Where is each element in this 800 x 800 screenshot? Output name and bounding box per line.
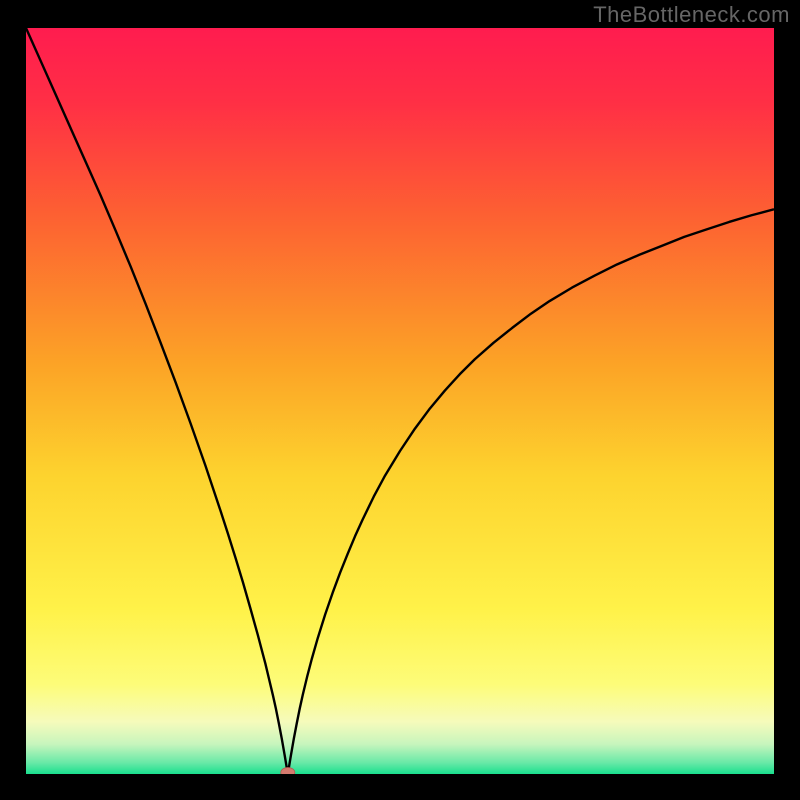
plot-svg — [26, 28, 774, 774]
gradient-background — [26, 28, 774, 774]
watermark-text: TheBottleneck.com — [593, 2, 790, 28]
plot-area — [26, 28, 774, 774]
chart-container: TheBottleneck.com — [0, 0, 800, 800]
optimal-marker — [281, 768, 295, 774]
